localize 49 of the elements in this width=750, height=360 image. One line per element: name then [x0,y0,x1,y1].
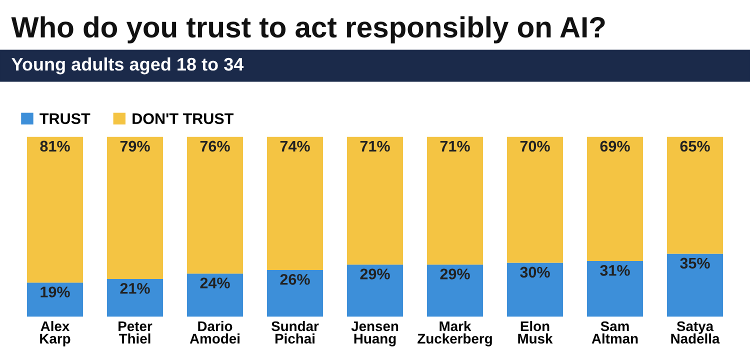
bar [187,136,243,274]
data-label: 31% [600,265,630,276]
data-label: 71% [360,140,390,152]
x-tick-label: Sundar Pichai [271,320,319,344]
bar [347,136,403,265]
data-label: 79% [120,140,150,152]
bar [667,136,723,254]
x-tick-label: Jensen Huang [351,321,398,346]
data-label: 74% [280,140,310,152]
chart-subtitle: Young adults aged 18 to 34 [12,57,244,74]
data-label: 70% [520,140,550,152]
bar [187,274,243,317]
data-label: 21% [120,283,150,294]
x-tick-label: Sam Altman [592,321,638,344]
bar [347,264,403,317]
data-label: 29% [360,268,390,280]
bar [587,261,643,317]
x-tick-label: Elon Musk [518,320,553,344]
legend-label: DON'T TRUST [132,113,234,124]
x-tick-label: Alex Karp [40,320,70,346]
data-label: 30% [520,266,550,278]
legend-label: TRUST [40,113,90,124]
bar [587,136,643,261]
data-label: 69% [600,140,630,152]
bar [267,270,323,317]
bar [27,282,83,317]
bar [507,262,563,317]
data-label: 65% [680,140,710,152]
data-label: 19% [40,286,70,298]
data-label: 35% [680,258,710,269]
chart-title: Who do you trust to act responsibly on AI? [11,16,605,44]
data-label: 24% [200,278,230,288]
x-tick-label: Mark Zuckerberg [418,320,492,346]
data-label: 29% [440,268,470,280]
data-label: 76% [200,140,230,152]
bar [107,279,163,317]
bar [427,264,483,317]
data-label: 71% [440,140,470,152]
x-tick-label: Satya Nadella [671,321,720,344]
bar [667,254,723,317]
bar [267,136,323,270]
bar [27,136,83,283]
bar [107,136,163,279]
x-tick-label: Peter Thiel [118,321,152,344]
data-label: 81% [40,140,70,152]
bar [507,136,563,263]
data-label: 26% [280,274,310,285]
bar [427,136,483,265]
x-tick-label: Dario Amodei [190,320,240,344]
